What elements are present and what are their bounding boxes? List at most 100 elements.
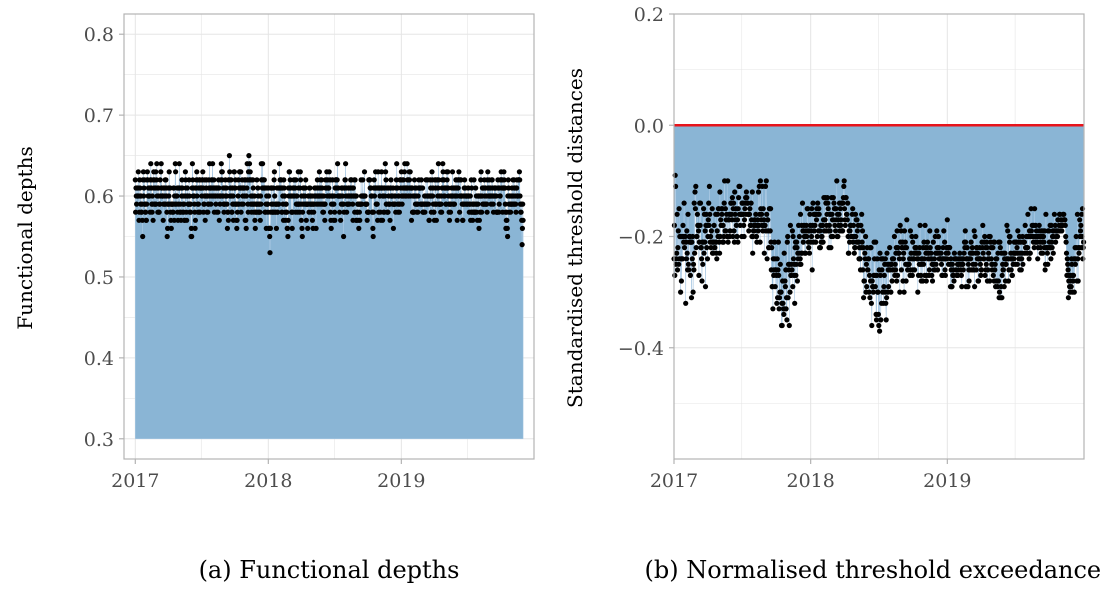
data-point xyxy=(972,284,978,290)
data-point xyxy=(221,209,227,215)
data-point xyxy=(438,201,444,207)
data-point xyxy=(476,225,482,231)
data-point xyxy=(364,201,370,207)
data-point xyxy=(1025,211,1031,217)
data-point xyxy=(234,217,240,223)
data-point xyxy=(941,228,947,234)
data-point xyxy=(505,177,511,183)
data-point xyxy=(335,161,341,167)
data-point xyxy=(775,267,781,273)
data-point xyxy=(690,289,696,295)
data-point xyxy=(165,225,171,231)
data-point xyxy=(780,300,786,306)
data-point xyxy=(922,222,928,228)
data-point xyxy=(261,177,267,183)
data-point xyxy=(930,239,936,245)
data-point xyxy=(260,161,266,167)
data-point xyxy=(949,284,955,290)
data-point xyxy=(353,193,359,199)
data-point xyxy=(276,201,282,207)
data-point xyxy=(707,211,713,217)
data-point xyxy=(730,233,736,240)
data-point xyxy=(781,311,787,317)
y-tick-label: −0.2 xyxy=(618,227,664,249)
data-point xyxy=(478,177,484,183)
panel-a-functional-depths: 0.3 0.4 0.5 0.6 0.7 0.8 2017 2018 2019 Functiona… xyxy=(13,13,535,492)
data-point xyxy=(840,228,846,234)
data-point xyxy=(271,177,277,183)
data-point xyxy=(734,233,740,240)
data-point xyxy=(897,222,903,228)
data-point xyxy=(435,161,441,167)
data-point xyxy=(917,222,923,228)
data-point xyxy=(926,267,933,273)
data-point xyxy=(307,185,313,191)
data-point xyxy=(1079,211,1085,217)
data-point xyxy=(1022,222,1028,228)
data-point xyxy=(186,193,192,199)
data-point xyxy=(820,239,826,245)
data-point xyxy=(157,177,163,183)
data-point xyxy=(828,245,834,251)
data-point xyxy=(202,217,208,223)
data-point xyxy=(850,206,856,212)
data-point xyxy=(331,201,337,207)
data-point xyxy=(702,239,708,245)
data-point xyxy=(132,177,138,183)
data-point xyxy=(171,217,177,223)
data-point xyxy=(318,177,325,183)
y-tick-label: 0.7 xyxy=(84,105,114,127)
data-point xyxy=(877,250,883,256)
data-point xyxy=(350,201,356,207)
data-point xyxy=(380,217,386,223)
data-point xyxy=(352,177,358,183)
data-point xyxy=(792,300,798,306)
data-point xyxy=(935,233,942,240)
data-point xyxy=(902,239,908,245)
data-point xyxy=(445,169,451,175)
data-point xyxy=(863,233,869,240)
data-point xyxy=(850,222,857,228)
y-tick-label: −0.4 xyxy=(618,338,664,360)
data-point xyxy=(896,250,902,256)
data-point xyxy=(854,217,860,223)
data-point xyxy=(457,209,463,215)
data-point xyxy=(332,209,338,215)
data-point xyxy=(866,272,873,278)
data-point xyxy=(727,228,733,234)
data-point xyxy=(387,217,393,223)
data-point xyxy=(383,177,389,183)
data-point xyxy=(456,169,462,175)
data-point xyxy=(704,245,710,251)
data-point xyxy=(948,256,954,262)
data-point xyxy=(996,289,1003,295)
data-point xyxy=(865,267,871,273)
data-point xyxy=(765,217,771,223)
data-point xyxy=(166,169,172,175)
data-point xyxy=(816,206,822,212)
data-point xyxy=(300,209,306,215)
data-point xyxy=(150,217,156,223)
data-point xyxy=(692,206,699,212)
data-point xyxy=(861,278,868,284)
data-point xyxy=(234,225,240,231)
data-point xyxy=(224,225,230,231)
data-point xyxy=(983,261,989,267)
data-point xyxy=(1007,239,1013,245)
data-point xyxy=(741,217,748,223)
data-point xyxy=(748,200,754,206)
data-point xyxy=(1054,233,1061,240)
data-point xyxy=(968,256,974,262)
data-point xyxy=(1063,250,1070,256)
data-point xyxy=(731,200,737,206)
data-point xyxy=(272,193,278,199)
data-point xyxy=(929,272,935,278)
data-point xyxy=(1043,211,1049,217)
data-point xyxy=(995,278,1002,284)
data-point xyxy=(440,161,446,167)
data-point xyxy=(135,169,141,175)
data-point xyxy=(690,233,696,240)
data-point xyxy=(388,177,394,183)
data-point xyxy=(777,261,783,267)
data-point xyxy=(873,239,879,245)
